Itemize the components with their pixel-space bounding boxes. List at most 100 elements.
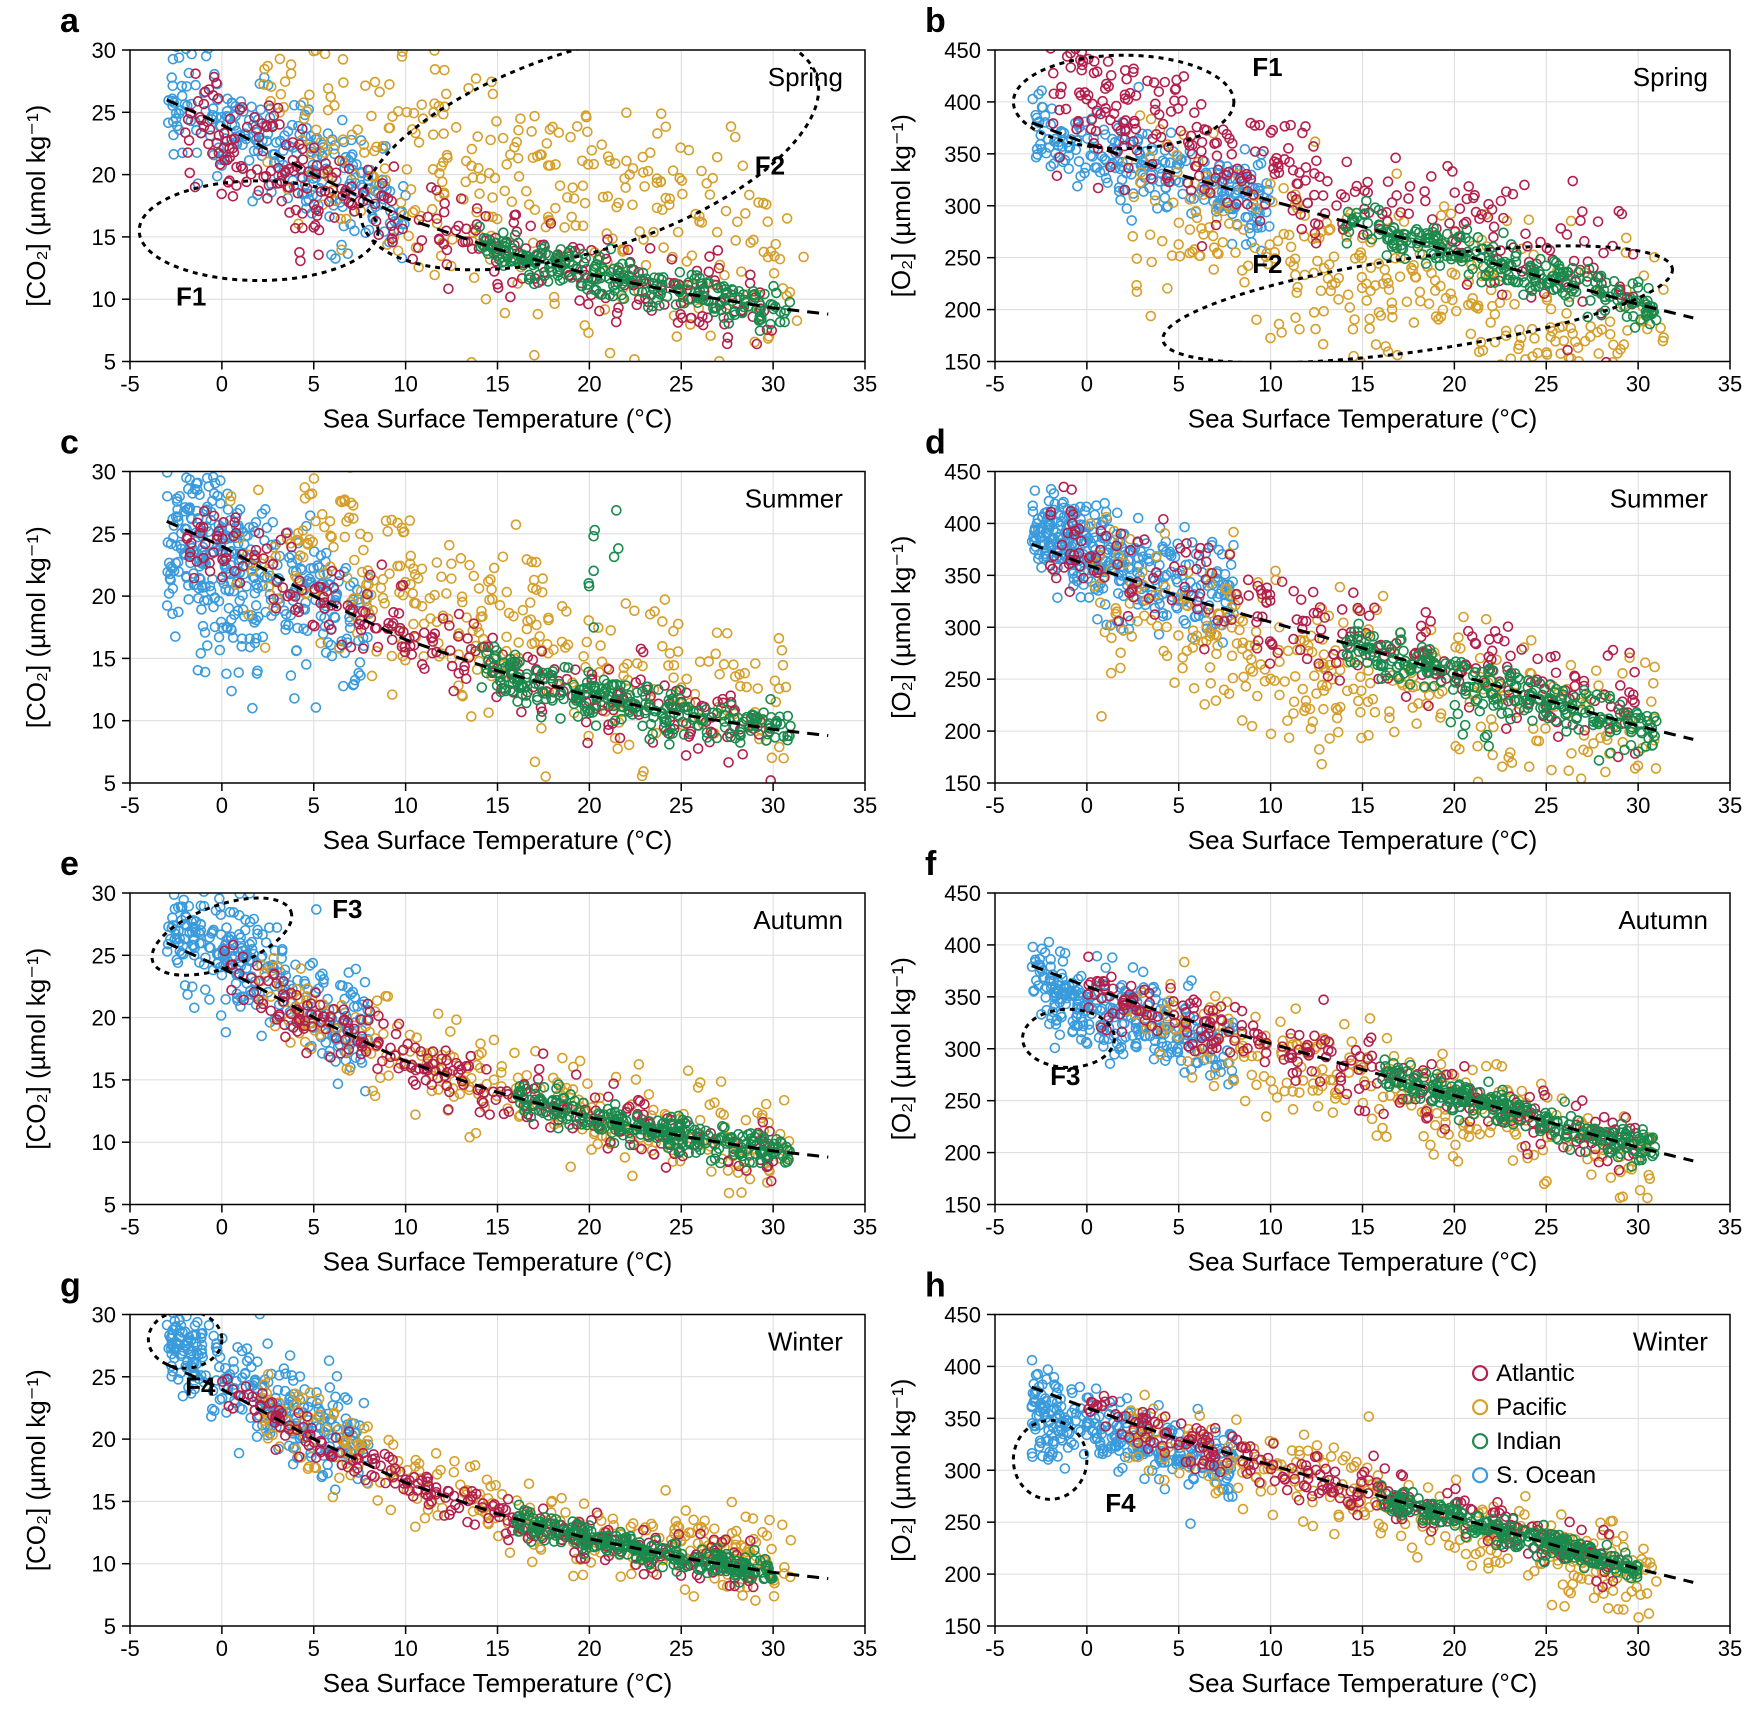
y-tick-label: 250	[944, 1510, 981, 1535]
x-tick-label: 0	[1081, 1215, 1093, 1240]
x-tick-label: 0	[216, 793, 228, 818]
y-tick-label: 10	[92, 1130, 116, 1155]
y-tick-label: 250	[944, 667, 981, 692]
y-tick-label: 400	[944, 1354, 981, 1379]
x-tick-label: -5	[985, 372, 1005, 397]
legend-label-s-ocean: S. Ocean	[1496, 1462, 1596, 1489]
x-tick-label: 25	[1534, 793, 1558, 818]
x-tick-label: 20	[1442, 372, 1466, 397]
y-tick-label: 5	[104, 771, 116, 796]
plot-area-c	[163, 424, 829, 809]
y-tick-label: 450	[944, 38, 981, 63]
panel-d: -505101520253035150200250300350400450Sea…	[886, 424, 1742, 856]
season-label-winter: Winter	[768, 1326, 843, 1356]
y-axis-label: [CO₂] (µmol kg⁻¹)	[21, 948, 51, 1150]
y-tick-label: 5	[104, 350, 116, 375]
x-tick-label: 30	[1626, 372, 1650, 397]
x-tick-label: 0	[216, 1636, 228, 1661]
y-tick-label: 200	[944, 1562, 981, 1587]
x-tick-label: 5	[1173, 372, 1185, 397]
x-axis-label: Sea Surface Temperature (°C)	[1188, 1247, 1538, 1277]
x-tick-label: 20	[577, 1636, 601, 1661]
x-tick-label: 0	[1081, 1636, 1093, 1661]
x-tick-label: 10	[393, 1215, 417, 1240]
panel-letter-e: e	[60, 845, 79, 883]
x-tick-label: 20	[1442, 793, 1466, 818]
panel-a: F1F2-50510152025303551015202530Sea Surfa…	[21, 0, 877, 433]
x-tick-label: 25	[1534, 1636, 1558, 1661]
x-tick-label: 20	[1442, 1215, 1466, 1240]
x-tick-label: 10	[393, 793, 417, 818]
x-tick-label: 5	[308, 793, 320, 818]
y-tick-label: 250	[944, 246, 981, 271]
x-tick-label: 35	[1718, 793, 1742, 818]
x-axis-label: Sea Surface Temperature (°C)	[323, 1247, 673, 1277]
x-tick-label: 10	[1258, 1636, 1282, 1661]
x-tick-label: 0	[216, 372, 228, 397]
y-axis-label: [CO₂] (µmol kg⁻¹)	[21, 526, 51, 728]
plot-area-g	[148, 1269, 828, 1605]
x-tick-label: 25	[669, 1215, 693, 1240]
x-tick-label: 10	[1258, 372, 1282, 397]
x-tick-label: 5	[308, 372, 320, 397]
y-tick-label: 5	[104, 1614, 116, 1639]
x-tick-label: 25	[669, 793, 693, 818]
x-tick-label: 5	[1173, 1636, 1185, 1661]
y-tick-label: 400	[944, 90, 981, 115]
x-tick-label: 30	[761, 372, 785, 397]
y-tick-label: 300	[944, 1458, 981, 1483]
y-tick-label: 400	[944, 933, 981, 958]
panel-c: -50510152025303551015202530Sea Surface T…	[21, 424, 877, 856]
y-tick-label: 450	[944, 460, 981, 485]
feature-label-f4: F4	[1105, 1488, 1136, 1518]
plot-area-b	[1013, 7, 1693, 431]
x-tick-label: 0	[216, 1215, 228, 1240]
x-tick-label: 20	[577, 793, 601, 818]
y-tick-label: 30	[92, 38, 116, 63]
x-axis-label: Sea Surface Temperature (°C)	[323, 404, 673, 434]
y-tick-label: 350	[944, 142, 981, 167]
x-tick-label: 30	[761, 793, 785, 818]
season-label-summer: Summer	[1610, 483, 1709, 513]
x-tick-label: 30	[761, 1215, 785, 1240]
y-tick-label: 25	[92, 943, 116, 968]
y-tick-label: 20	[92, 1427, 116, 1452]
y-tick-label: 350	[944, 1406, 981, 1431]
y-tick-label: 15	[92, 225, 116, 250]
x-tick-label: 5	[308, 1215, 320, 1240]
x-tick-label: 25	[1534, 1215, 1558, 1240]
y-tick-label: 30	[92, 460, 116, 485]
y-tick-label: 200	[944, 298, 981, 323]
x-tick-label: 5	[308, 1636, 320, 1661]
x-axis-label: Sea Surface Temperature (°C)	[323, 825, 673, 855]
y-tick-label: 20	[92, 584, 116, 609]
legend-marker-pacific	[1473, 1400, 1487, 1414]
panel-letter-d: d	[925, 424, 946, 462]
x-tick-label: -5	[120, 793, 140, 818]
x-tick-label: 35	[1718, 372, 1742, 397]
x-tick-label: 10	[1258, 1215, 1282, 1240]
y-tick-label: 30	[92, 1303, 116, 1328]
feature-label-f3: F3	[332, 894, 362, 924]
y-tick-label: 150	[944, 350, 981, 375]
y-tick-label: 250	[944, 1089, 981, 1114]
x-tick-label: 35	[1718, 1215, 1742, 1240]
y-tick-label: 25	[92, 522, 116, 547]
y-tick-label: 350	[944, 985, 981, 1010]
y-axis-label: [CO₂] (µmol kg⁻¹)	[21, 105, 51, 307]
x-tick-label: -5	[985, 793, 1005, 818]
x-tick-label: -5	[985, 1636, 1005, 1661]
x-tick-label: -5	[120, 1636, 140, 1661]
panel-h: F4-505101520253035150200250300350400450S…	[886, 1267, 1742, 1699]
y-tick-label: 450	[944, 1303, 981, 1328]
season-label-autumn: Autumn	[753, 905, 843, 935]
y-tick-label: 20	[92, 1006, 116, 1031]
x-tick-label: 35	[1718, 1636, 1742, 1661]
feature-label-f2: F2	[755, 151, 785, 181]
y-axis-label: [O₂] (µmol kg⁻¹)	[886, 1379, 916, 1562]
y-tick-label: 300	[944, 615, 981, 640]
plot-area-a	[139, 0, 847, 383]
panel-g: F4-50510152025303551015202530Sea Surface…	[21, 1267, 877, 1699]
legend-label-indian: Indian	[1496, 1428, 1561, 1455]
y-axis-label: [O₂] (µmol kg⁻¹)	[886, 957, 916, 1140]
